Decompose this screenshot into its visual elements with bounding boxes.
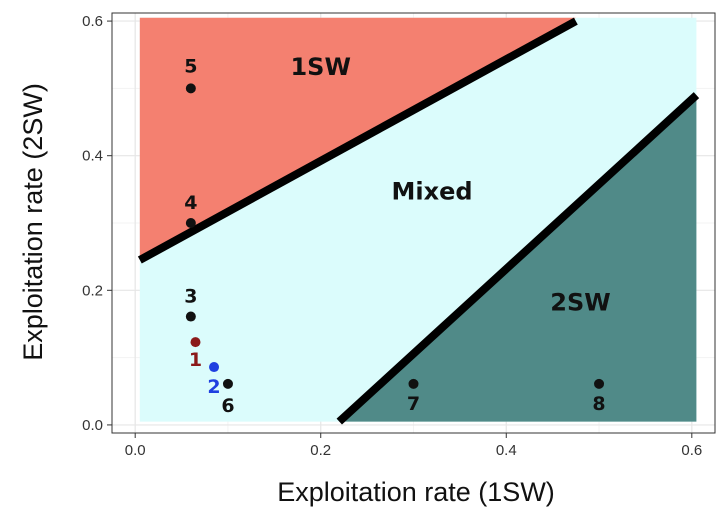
data-point-6	[222, 378, 233, 389]
x-tick-label: 0.6	[681, 442, 702, 459]
region-label-mixed: Mixed	[392, 177, 473, 205]
point-label-1: 1	[189, 349, 202, 371]
y-tick-label: 0.2	[82, 282, 103, 299]
x-tick-label: 0.2	[310, 442, 331, 459]
point-label-7: 7	[407, 393, 420, 415]
boundary-line-1	[137, 17, 578, 264]
regions: 1SW Mixed 2SW	[139, 17, 697, 422]
point-label-2: 2	[207, 376, 220, 398]
data-point-5	[185, 83, 196, 94]
point-label-3: 3	[184, 286, 197, 308]
boundary-line-2	[336, 92, 700, 425]
y-tick-label: 0.4	[82, 148, 103, 165]
point-label-5: 5	[184, 55, 197, 77]
data-point-4	[185, 218, 196, 228]
region-label-1sw: 1SW	[290, 53, 350, 81]
x-tick-label: 0.4	[496, 442, 517, 459]
y-tick-label: 0.0	[82, 417, 103, 434]
data-point-1	[190, 337, 201, 348]
data-points: 12 3 4 5 6 7 8	[184, 55, 605, 416]
point-label-6: 6	[221, 395, 234, 417]
data-point-3	[185, 311, 196, 322]
boundary-lines	[137, 17, 700, 425]
x-axis-title: Exploitation rate (1SW)	[277, 477, 555, 507]
data-point-2	[209, 362, 220, 373]
data-point-8	[594, 378, 605, 389]
point-label-8: 8	[592, 393, 605, 415]
x-tick-label: 0.0	[125, 442, 146, 459]
panel-border	[111, 12, 716, 434]
y-axis-title: Exploitation rate (2SW)	[18, 83, 48, 361]
y-tick-label: 0.6	[82, 13, 103, 30]
axis-ticks: 0.0 0.2 0.4 0.6 0.0 0.2 0.4 0.6	[82, 13, 702, 459]
data-point-7	[408, 378, 419, 389]
point-label-4: 4	[184, 192, 197, 214]
region-label-2sw: 2SW	[550, 289, 610, 317]
